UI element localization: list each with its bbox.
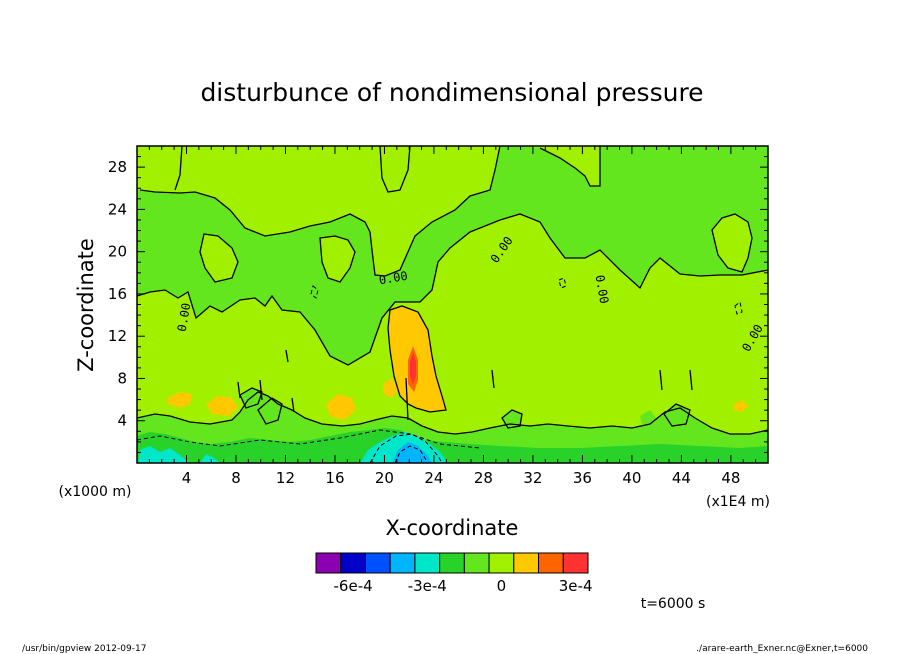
contour-field — [137, 146, 768, 463]
x-axis-label: X-coordinate — [386, 516, 519, 540]
contour-island-2 — [257, 397, 283, 425]
x-tick-label: 32 — [523, 469, 542, 487]
contour-bubble-3 — [711, 213, 753, 273]
x-tick-label: 24 — [424, 469, 443, 487]
contour-bubble-1 — [199, 233, 239, 283]
x-axis: 4 8 12 16 20 24 28 32 36 40 44 48 — [148, 146, 757, 487]
contour-plume — [387, 305, 447, 413]
field-island-2 — [258, 398, 282, 424]
x-tick-label: 20 — [375, 469, 394, 487]
y-tick-label: 16 — [108, 285, 127, 303]
contour-island-4 — [663, 403, 691, 427]
field-level-yellow-3 — [326, 394, 356, 420]
contour-neg-3 — [394, 445, 429, 463]
contour-bubble-2 — [319, 235, 356, 283]
zero-contours — [137, 146, 768, 435]
contour-island-1 — [239, 387, 263, 409]
contour-neg-1 — [137, 429, 481, 449]
field-level-yellow-2 — [206, 396, 238, 416]
colorbar-tick-label: -6e-4 — [334, 577, 373, 595]
x-tick-label: 40 — [622, 469, 641, 487]
field-bubble-2 — [320, 236, 355, 282]
x-tick-label: 4 — [182, 469, 192, 487]
field-level-yellow-5 — [734, 400, 748, 412]
colorbar-swatch — [439, 552, 465, 574]
colorbar-swatch — [562, 552, 589, 574]
x-tick-label: 16 — [325, 469, 344, 487]
x-tick-label: 28 — [474, 469, 493, 487]
colorbar-swatch — [340, 552, 366, 574]
colorbar-swatch — [414, 552, 441, 574]
colorbar-swatch — [315, 552, 342, 574]
contour-label-3: 0.00 — [593, 274, 612, 305]
contour-island-3 — [501, 409, 523, 429]
footer-left: /usr/bin/gpview 2012-09-17 — [22, 644, 146, 654]
colorbar — [315, 552, 589, 574]
contour-label-4: 0.00 — [175, 302, 194, 333]
y-tick-label: 8 — [117, 369, 127, 387]
colorbar-swatch — [389, 552, 416, 574]
colorbar-swatch — [513, 552, 540, 574]
y-tick-label: 24 — [108, 200, 127, 218]
y-tick-label: 20 — [108, 243, 127, 261]
field-island-4 — [664, 404, 690, 426]
y-tick-label: 28 — [108, 158, 127, 176]
field-bubble-5 — [137, 146, 182, 192]
colorbar-ticks: -6e-4 -3e-4 0 3e-4 — [334, 577, 593, 595]
y-tick-label: 4 — [117, 412, 127, 430]
colorbar-tick-label: 3e-4 — [559, 577, 593, 595]
y-axis-label: Z-coordinate — [74, 238, 98, 372]
field-level-green-upper — [137, 146, 768, 365]
x-tick-label: 44 — [672, 469, 691, 487]
colorbar-swatch — [488, 552, 515, 574]
colorbar-tick-label: 0 — [497, 577, 507, 595]
contour-vert-1 — [237, 349, 693, 421]
field-level-teal — [138, 432, 448, 463]
x-tick-label: 48 — [721, 469, 740, 487]
field-level-red — [410, 352, 416, 384]
y-tick-label: 12 — [108, 327, 127, 345]
x-scale-label: (x1E4 m) — [706, 494, 770, 510]
x-tick-label: 12 — [276, 469, 295, 487]
field-bubble-4 — [380, 146, 410, 192]
negative-contours — [137, 277, 743, 463]
x-tick-label: 36 — [573, 469, 592, 487]
time-label: t=6000 s — [641, 596, 706, 612]
footer-right: ./arare-earth_Exner.nc@Exner,t=6000 — [696, 644, 868, 654]
contour-label-1: 0.00 — [378, 269, 409, 288]
contour-neg-4 — [310, 277, 743, 315]
field-bubble-3 — [712, 214, 752, 272]
contour-upper-2 — [539, 146, 601, 187]
contour-bubble-5 — [174, 146, 183, 191]
field-level-yellow-4 — [383, 378, 398, 398]
contour-bubble-4 — [379, 146, 411, 193]
y-axis: 4 8 12 16 20 24 28 — [108, 156, 768, 453]
contour-upper-3 — [139, 146, 501, 277]
colorbar-swatch — [463, 552, 490, 574]
colorbar-tick-label: -3e-4 — [408, 577, 447, 595]
x-unit-label: (x1000 m) — [59, 484, 132, 500]
field-level-yellow-1 — [168, 392, 192, 408]
contour-lower — [137, 391, 768, 435]
field-level-dark-green — [137, 428, 768, 463]
chart-title: disturbunce of nondimensional pressure — [200, 78, 703, 107]
field-level-cyan — [392, 442, 432, 463]
colorbar-swatch — [538, 552, 564, 574]
colorbar-swatch — [364, 552, 391, 574]
x-tick-label: 8 — [231, 469, 241, 487]
field-bubble-1 — [200, 234, 238, 282]
contour-upper — [137, 213, 768, 366]
